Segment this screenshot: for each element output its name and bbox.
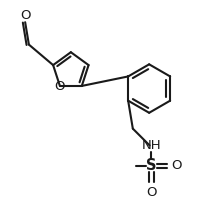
Text: O: O bbox=[20, 9, 30, 22]
Text: S: S bbox=[146, 158, 157, 173]
Text: NH: NH bbox=[142, 139, 161, 152]
Text: O: O bbox=[146, 187, 157, 198]
Text: O: O bbox=[55, 80, 65, 93]
Text: O: O bbox=[171, 159, 182, 172]
